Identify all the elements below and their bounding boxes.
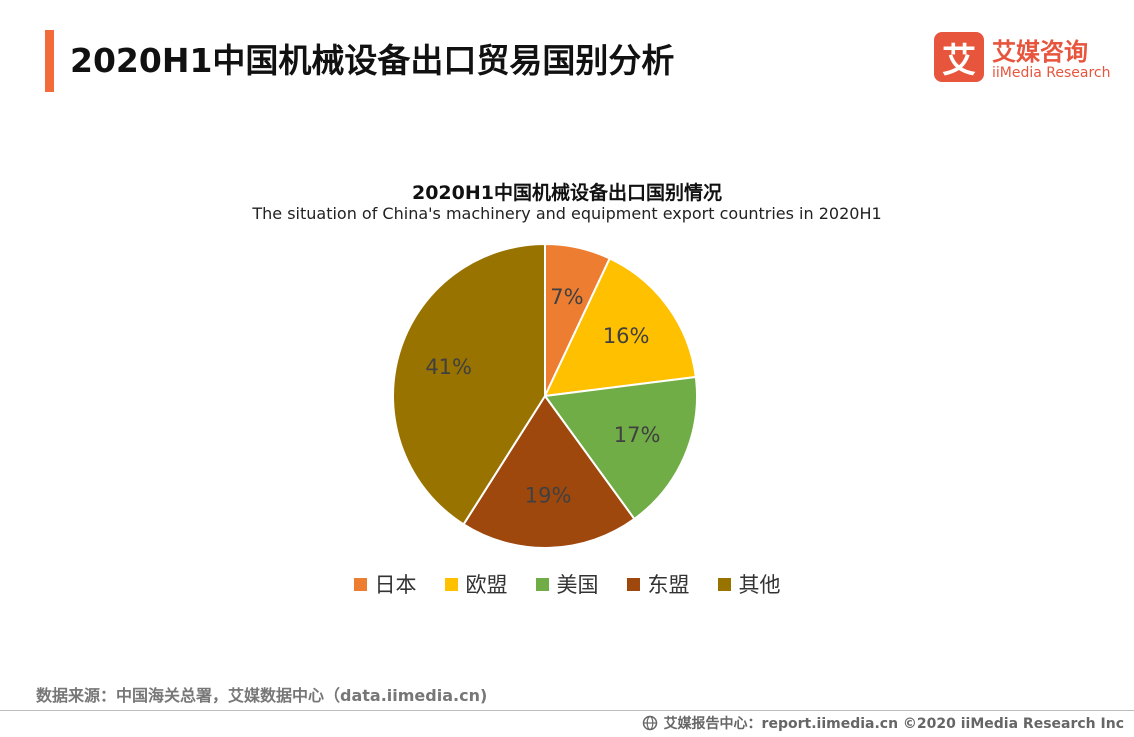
footer: 艾媒报告中心：report.iimedia.cn ©2020 iiMedia R…	[642, 713, 1124, 733]
slice-label-4: 41%	[425, 355, 472, 379]
slice-label-1: 16%	[603, 324, 650, 348]
legend-item-1: 欧盟	[444, 569, 508, 599]
footer-text: 艾媒报告中心：report.iimedia.cn ©2020 iiMedia R…	[663, 716, 1124, 732]
data-source-note: 数据来源：中国海关总署，艾媒数据中心（data.iimedia.cn)	[36, 686, 488, 705]
logo-mark-icon: 艾	[934, 32, 984, 82]
legend-label-4: 其他	[738, 573, 781, 597]
slice-label-3: 19%	[525, 483, 572, 507]
legend-label-3: 东盟	[647, 573, 690, 597]
pie-slice-1	[543, 257, 697, 398]
logo-name-cn: 艾媒咨询	[992, 38, 1088, 66]
legend-swatch-4	[717, 577, 731, 591]
chart-subtitle: The situation of China's machinery and e…	[252, 204, 882, 223]
logo-name-en: iiMedia Research	[992, 65, 1111, 81]
title-accent-bar	[45, 30, 54, 92]
footer-divider	[0, 710, 1134, 711]
legend-swatch-1	[444, 577, 458, 591]
legend-swatch-3	[626, 577, 640, 591]
slice-label-2: 17%	[614, 423, 661, 447]
pie-slice-4	[392, 242, 546, 526]
legend-item-2: 美国	[535, 569, 599, 599]
legend-swatch-0	[353, 577, 367, 591]
legend-item-0: 日本	[353, 569, 417, 599]
pie-slice-2	[543, 375, 698, 521]
legend-label-2: 美国	[556, 573, 599, 597]
slice-label-0: 7%	[550, 285, 583, 309]
legend-label-0: 日本	[374, 573, 417, 597]
iimedia-logo: 艾 艾媒咨询 iiMedia Research	[934, 32, 1124, 88]
chart-legend: 日本 欧盟 美国 东盟 其他	[0, 569, 1134, 599]
globe-icon	[642, 715, 657, 731]
page-title: 2020H1中国机械设备出口贸易国别分析	[70, 41, 675, 80]
legend-item-3: 东盟	[626, 569, 690, 599]
chart-title: 2020H1中国机械设备出口国别情况	[411, 182, 722, 204]
legend-swatch-2	[535, 577, 549, 591]
legend-label-1: 欧盟	[465, 573, 508, 597]
pie-slice-3	[462, 394, 636, 549]
legend-item-4: 其他	[717, 569, 781, 599]
